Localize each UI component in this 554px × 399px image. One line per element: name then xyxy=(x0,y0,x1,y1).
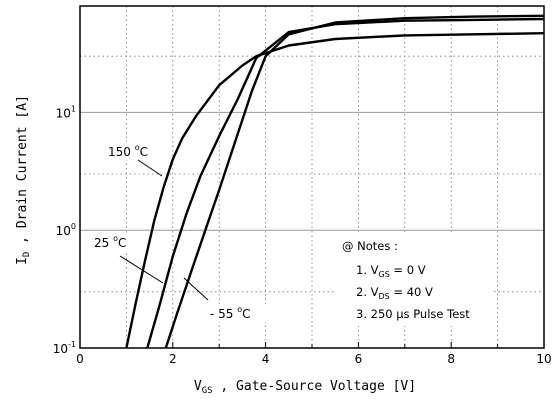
y-tick-label: 101 xyxy=(56,104,76,120)
label-150c: 150 oC xyxy=(108,143,148,159)
y-tick-label: 10-1 xyxy=(53,340,76,356)
x-tick-label: 2 xyxy=(169,352,177,366)
arrow-25c xyxy=(119,255,164,284)
y-tick-label: 100 xyxy=(56,222,76,238)
tick-labels: 0 2 4 6 8 10 10-1 100 101 xyxy=(53,104,552,366)
note-2: 2. VDS = 40 V xyxy=(356,285,433,301)
label-25-bg xyxy=(90,233,136,251)
x-tick-label: 0 xyxy=(76,352,84,366)
x-tick-label: 4 xyxy=(262,352,270,366)
x-tick-label: 10 xyxy=(536,352,551,366)
curve-minus55c xyxy=(164,14,545,349)
arrow-minus55c xyxy=(183,277,209,301)
note-1: 1. VGS = 0 V xyxy=(356,263,426,279)
curves xyxy=(125,14,545,349)
label-minus55c: - 55 oC xyxy=(210,305,251,321)
note-3: 3. 250 µs Pulse Test xyxy=(356,307,470,321)
arrow-150c xyxy=(137,159,163,177)
label-25c: 25 oC xyxy=(94,234,126,250)
notes-box xyxy=(336,232,494,326)
x-tick-label: 6 xyxy=(355,352,363,366)
curve-25c xyxy=(146,17,545,349)
notes-title: @ Notes : xyxy=(342,239,398,253)
curve-150c xyxy=(125,32,545,349)
x-tick-label: 8 xyxy=(447,352,455,366)
y-axis-label: ID , Drain Current [A] xyxy=(15,95,32,265)
x-axis-label: VGS , Gate-Source Voltage [V] xyxy=(194,379,416,396)
label-m55-bg xyxy=(206,304,266,322)
label-150-bg xyxy=(104,142,156,160)
